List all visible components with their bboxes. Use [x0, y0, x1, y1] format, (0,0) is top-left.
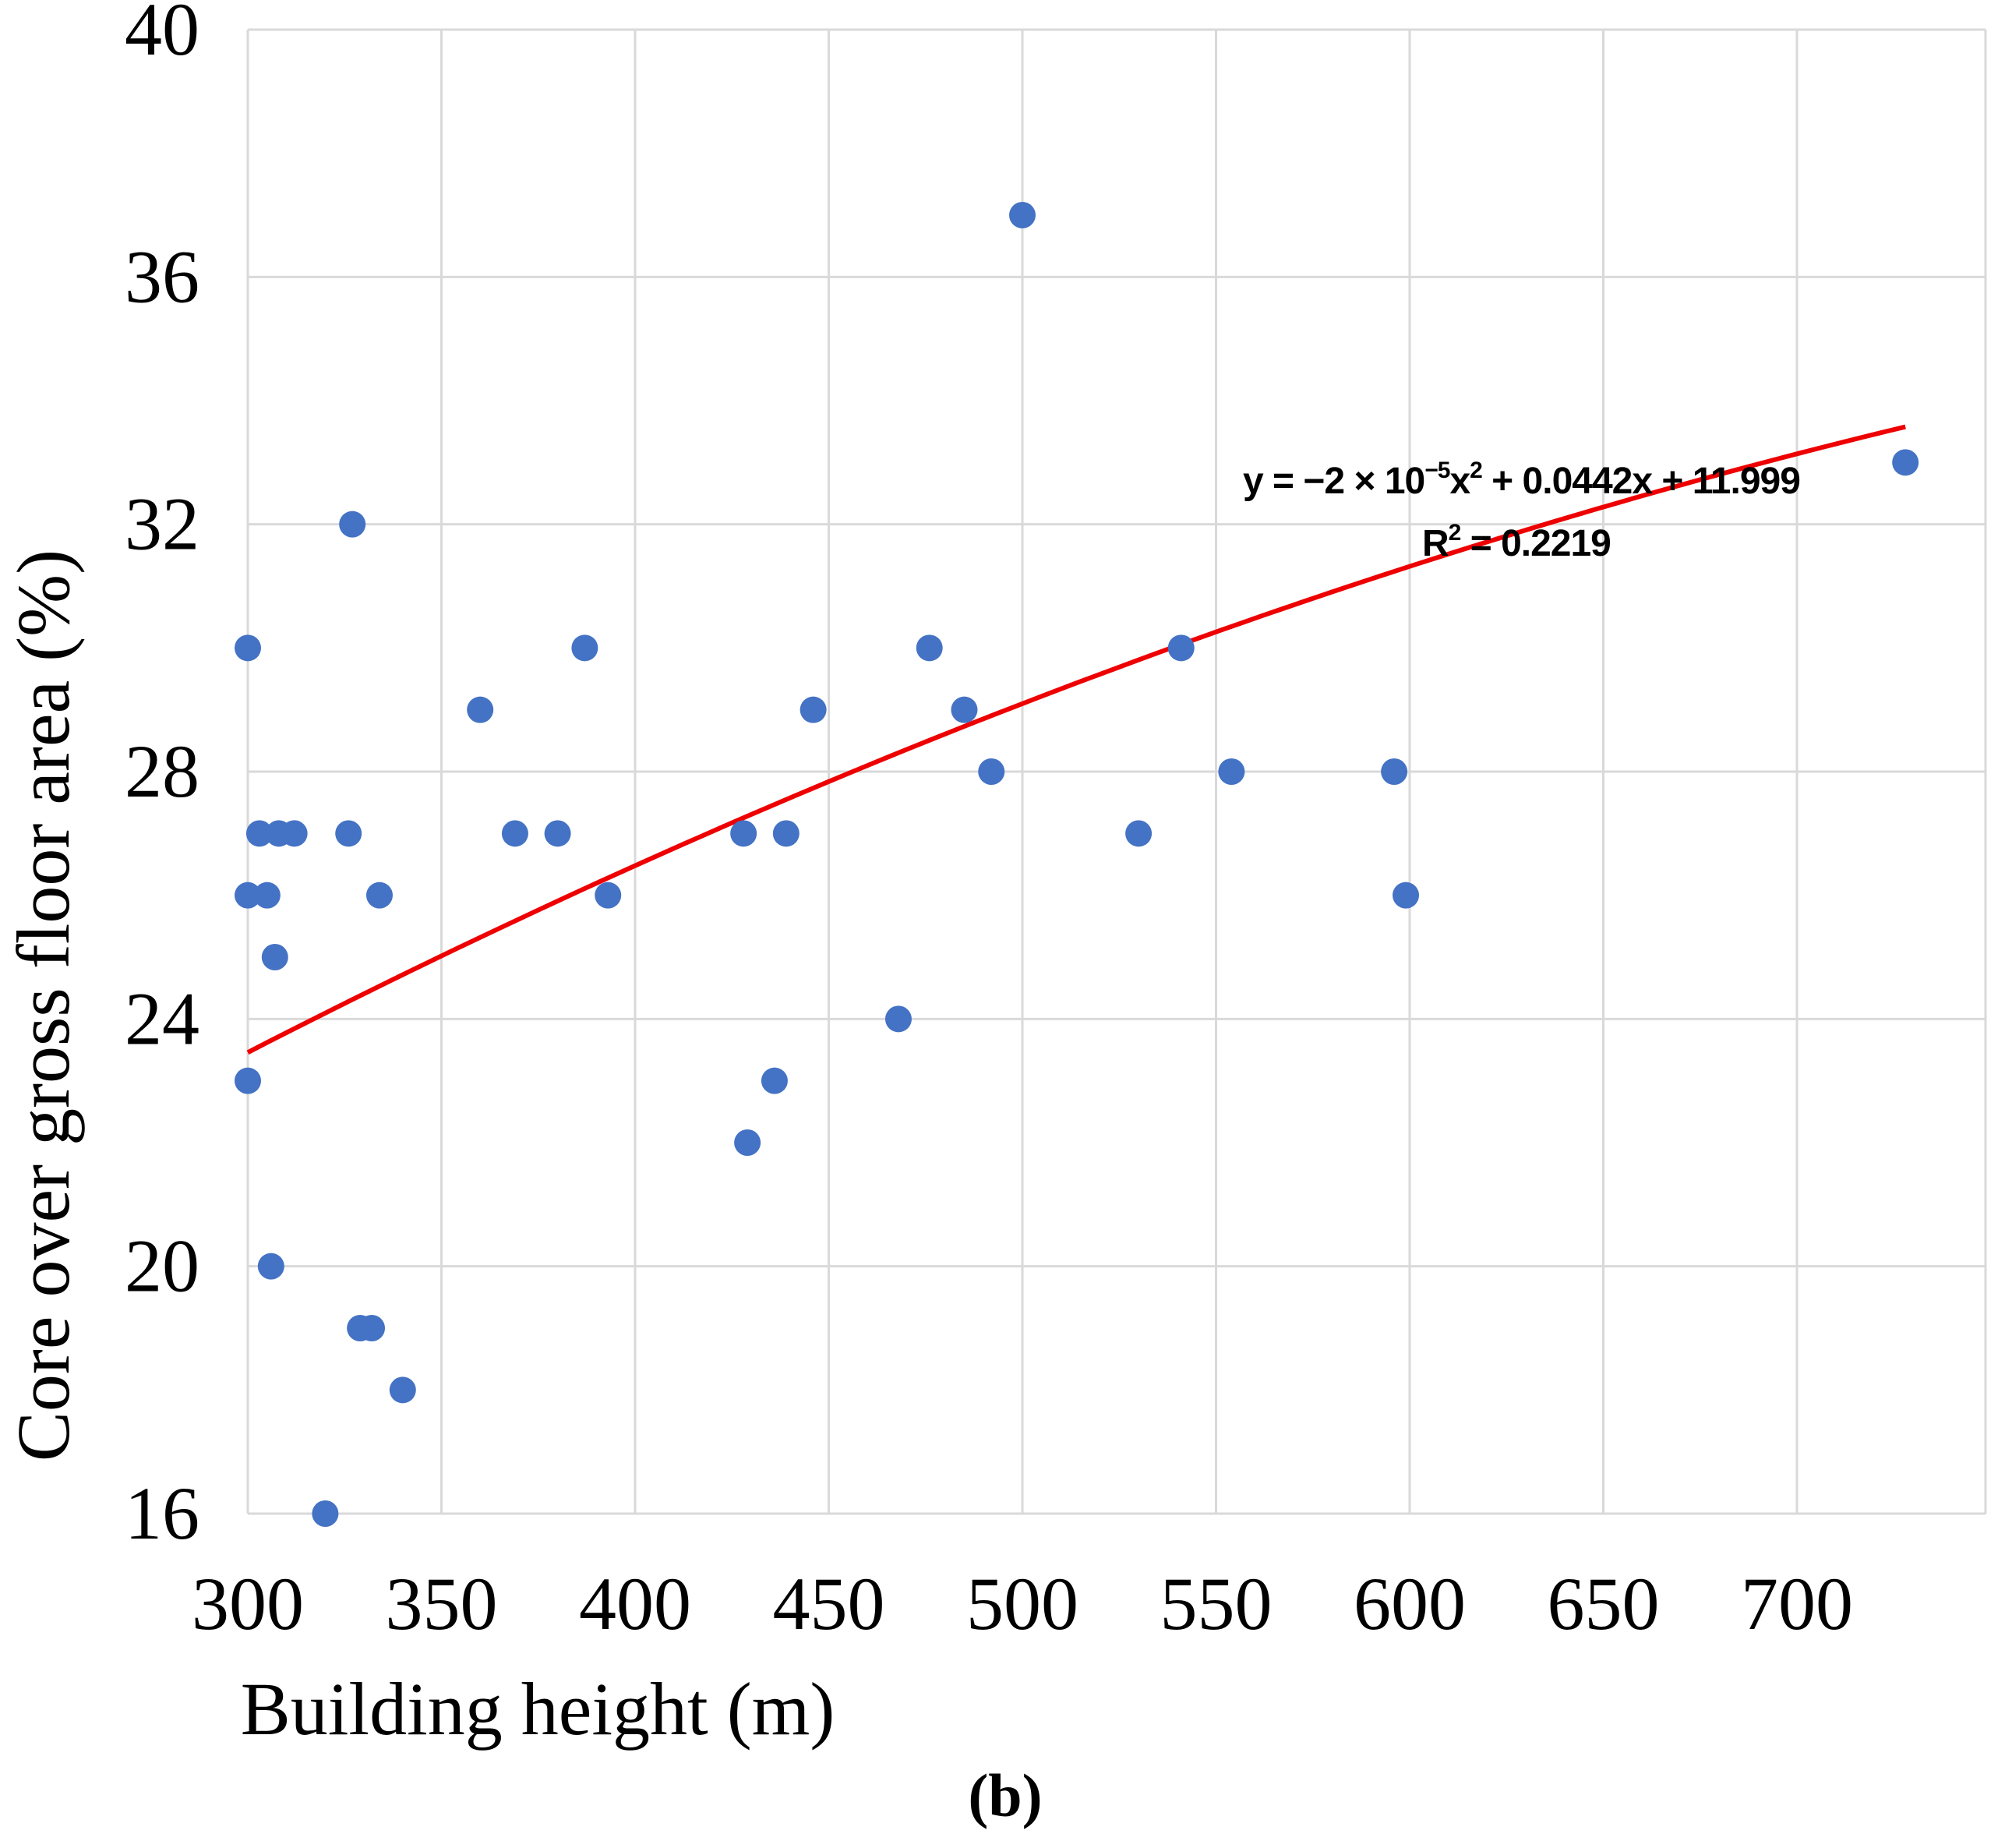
y-tick-labels: 16 20 24 28 32 36 40	[125, 0, 199, 1555]
data-point	[467, 696, 494, 723]
data-point	[734, 1129, 761, 1156]
data-point	[951, 696, 978, 723]
x-tick-labels: 300 350 400 450 500 550 600 650 700	[192, 1562, 1853, 1645]
data-point	[389, 1376, 416, 1404]
data-point	[501, 820, 528, 847]
y-tick-label: 20	[125, 1224, 199, 1308]
y-tick-label: 40	[125, 0, 199, 71]
data-point	[339, 511, 366, 538]
x-tick-label: 700	[1741, 1562, 1853, 1645]
data-point	[761, 1067, 788, 1094]
data-point	[800, 696, 827, 723]
x-tick-label: 400	[579, 1562, 691, 1645]
data-points	[235, 202, 1919, 1527]
data-point	[772, 820, 800, 847]
data-point	[884, 1005, 912, 1033]
data-point	[571, 634, 598, 662]
data-point	[1393, 882, 1420, 909]
data-point	[245, 820, 273, 847]
data-point	[1218, 758, 1245, 785]
x-tick-label: 450	[773, 1562, 885, 1645]
data-point	[978, 758, 1005, 785]
x-tick-label: 550	[1160, 1562, 1273, 1645]
data-point	[235, 634, 261, 662]
trendline-layer	[246, 424, 1906, 1055]
data-point	[1167, 634, 1195, 662]
data-point	[312, 1500, 339, 1527]
data-point	[1009, 202, 1036, 228]
data-point	[365, 882, 393, 909]
trendline	[246, 424, 1906, 1055]
r-squared-label: R2 = 0.2219	[1422, 520, 1611, 564]
x-tick-label: 350	[386, 1562, 498, 1645]
x-tick-label: 300	[192, 1562, 304, 1645]
trendline-equation: y = −2 × 10−5x2 + 0.0442x + 11.999	[1243, 458, 1800, 502]
data-point	[358, 1315, 386, 1341]
data-point	[253, 882, 281, 909]
y-tick-label: 36	[125, 235, 199, 318]
x-axis-title: Building height (m)	[241, 1667, 835, 1751]
data-point	[1381, 758, 1408, 785]
data-point	[1125, 820, 1153, 847]
x-tick-label: 650	[1548, 1562, 1660, 1645]
data-point	[335, 820, 362, 847]
x-tick-label: 500	[966, 1562, 1078, 1645]
y-tick-label: 16	[125, 1472, 199, 1555]
data-point	[916, 634, 943, 662]
data-point	[257, 1253, 284, 1280]
panel-label: (b)	[968, 1761, 1042, 1829]
data-point	[595, 882, 622, 909]
data-point	[261, 944, 288, 970]
y-tick-label: 24	[125, 977, 199, 1060]
data-point	[1892, 449, 1919, 476]
y-tick-label: 32	[125, 482, 199, 566]
data-point	[281, 820, 308, 847]
y-axis-title: Core over gross floor area (%)	[2, 549, 85, 1461]
data-point	[235, 1067, 261, 1094]
x-tick-label: 600	[1354, 1562, 1466, 1645]
y-tick-label: 28	[125, 730, 199, 813]
data-point	[544, 820, 571, 847]
data-point	[730, 820, 757, 847]
data-point	[235, 882, 261, 909]
grid	[246, 28, 1987, 1515]
